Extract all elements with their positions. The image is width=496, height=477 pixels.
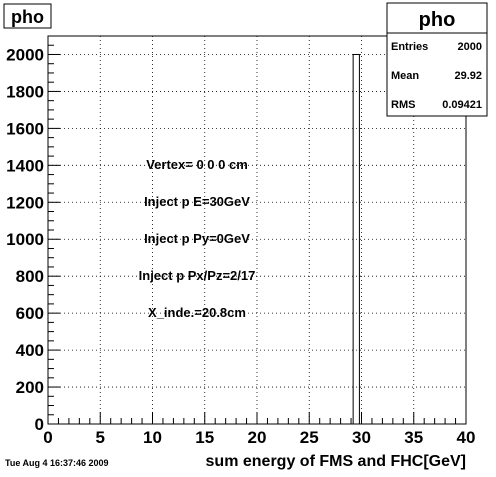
x-tick-label: 25 bbox=[300, 428, 319, 447]
y-tick-label: 1800 bbox=[6, 82, 44, 101]
x-tick-label: 40 bbox=[457, 428, 476, 447]
y-tick-label: 1400 bbox=[6, 156, 44, 175]
stats-mean-value: 29.92 bbox=[454, 70, 482, 82]
x-tick-label: 30 bbox=[352, 428, 371, 447]
stats-mean-label: Mean bbox=[391, 70, 419, 82]
x-tick-label: 0 bbox=[43, 428, 52, 447]
y-tick-label: 1000 bbox=[6, 230, 44, 249]
y-tick-label: 0 bbox=[35, 415, 44, 434]
x-tick-label: 15 bbox=[195, 428, 214, 447]
axis-ticks bbox=[47, 35, 467, 425]
annotation-pxpz: Inject p Px/Pz=2/17 bbox=[139, 268, 256, 283]
canvas-title: pho bbox=[11, 7, 44, 27]
y-tick-label: 2000 bbox=[6, 45, 44, 64]
annotation-x-index: X_inde.=20.8cm bbox=[148, 305, 246, 320]
x-axis-label: sum energy of FMS and FHC[GeV] bbox=[206, 453, 466, 470]
y-tick-label: 600 bbox=[16, 304, 44, 323]
x-tick-label: 5 bbox=[96, 428, 105, 447]
timestamp: Tue Aug 4 16:37:46 2009 bbox=[5, 458, 109, 468]
x-tick-labels: 0 5 10 15 20 25 30 35 40 bbox=[43, 428, 475, 447]
y-tick-label: 1600 bbox=[6, 119, 44, 138]
stats-rms-value: 0.09421 bbox=[442, 99, 482, 111]
y-tick-label: 1200 bbox=[6, 193, 44, 212]
x-tick-label: 20 bbox=[248, 428, 267, 447]
annotation-energy: Inject p E=30GeV bbox=[144, 194, 250, 209]
y-tick-label: 200 bbox=[16, 378, 44, 397]
stats-title: pho bbox=[419, 9, 456, 31]
stats-box: pho Entries 2000 Mean 29.92 RMS 0.09421 bbox=[386, 2, 488, 117]
y-tick-labels: 0 200 400 600 800 1000 1200 1400 1600 1800 2000 bbox=[6, 45, 44, 434]
annotation-py: Inject p Py=0GeV bbox=[144, 231, 250, 246]
annotation-vertex: Vertex= 0 0 0 cm bbox=[146, 157, 248, 172]
x-tick-label: 10 bbox=[143, 428, 162, 447]
stats-entries-label: Entries bbox=[391, 41, 428, 53]
stats-entries-value: 2000 bbox=[458, 41, 482, 53]
y-tick-label: 400 bbox=[16, 341, 44, 360]
x-tick-label: 35 bbox=[404, 428, 423, 447]
canvas-title-box: pho bbox=[3, 3, 52, 29]
histogram-bars bbox=[352, 53, 360, 425]
annotation-block: Vertex= 0 0 0 cm Inject p E=30GeV Inject… bbox=[139, 157, 256, 320]
stats-rms-label: RMS bbox=[391, 99, 415, 111]
histogram-bin bbox=[352, 53, 360, 425]
y-tick-label: 800 bbox=[16, 267, 44, 286]
